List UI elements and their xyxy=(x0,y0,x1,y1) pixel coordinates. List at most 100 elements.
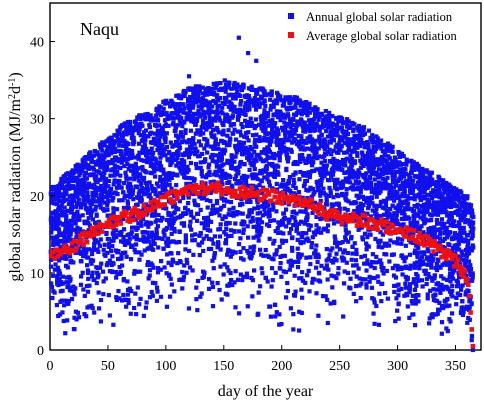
annual-point xyxy=(48,257,54,262)
annual-point xyxy=(120,263,125,268)
annual-point xyxy=(68,184,73,189)
annual-point xyxy=(373,208,378,213)
annual-point xyxy=(383,204,389,209)
annual-point xyxy=(69,244,74,249)
annual-point xyxy=(63,239,68,245)
annual-point xyxy=(148,243,154,248)
annual-point xyxy=(195,149,200,154)
annual-point xyxy=(73,189,78,195)
annual-point xyxy=(246,250,251,255)
annual-point xyxy=(451,236,456,241)
annual-point xyxy=(115,191,120,197)
annual-point xyxy=(248,160,253,165)
annual-point xyxy=(306,188,311,193)
annual-point xyxy=(283,189,288,194)
annual-point xyxy=(277,322,282,327)
annual-point xyxy=(117,296,122,301)
annual-point xyxy=(345,250,350,256)
annual-point xyxy=(285,288,291,294)
annual-point xyxy=(297,157,303,162)
annual-point xyxy=(91,172,96,177)
annual-point xyxy=(232,106,237,111)
annual-point xyxy=(308,261,313,267)
annual-point xyxy=(438,178,443,183)
annual-point xyxy=(245,189,251,194)
annual-point xyxy=(346,137,352,142)
annual-point xyxy=(126,300,131,306)
annual-point xyxy=(410,190,415,195)
annual-point xyxy=(222,101,227,107)
annual-point xyxy=(266,209,271,215)
annual-point xyxy=(279,321,284,327)
annual-point xyxy=(380,176,385,181)
annual-point xyxy=(401,222,406,227)
annual-point xyxy=(273,314,278,319)
annual-point xyxy=(175,123,180,128)
annual-point xyxy=(215,142,221,147)
annual-point xyxy=(222,230,227,235)
annual-point xyxy=(180,269,185,275)
annual-point xyxy=(211,211,217,216)
annual-point xyxy=(153,157,158,162)
annual-point xyxy=(257,138,262,143)
annual-point xyxy=(264,151,269,156)
annual-point xyxy=(416,181,421,187)
annual-point xyxy=(340,157,346,163)
annual-point xyxy=(60,231,65,236)
annual-point xyxy=(454,242,459,248)
annual-point xyxy=(107,258,112,263)
annual-point xyxy=(291,312,296,317)
annual-point xyxy=(325,320,330,326)
annual-point xyxy=(337,206,342,211)
annual-point xyxy=(159,125,165,130)
annual-point xyxy=(459,235,464,241)
annual-point xyxy=(378,230,383,235)
annual-point xyxy=(387,156,392,161)
annual-point xyxy=(445,277,450,283)
annual-point xyxy=(130,132,135,137)
annual-point xyxy=(358,203,363,208)
annual-point xyxy=(353,209,358,214)
annual-point xyxy=(346,230,351,235)
annual-point xyxy=(449,190,454,195)
annual-point xyxy=(333,163,338,168)
annual-point xyxy=(209,246,214,252)
annual-point xyxy=(452,268,457,273)
annual-point xyxy=(81,254,86,259)
annual-point xyxy=(339,144,344,149)
annual-point xyxy=(461,253,466,258)
annual-point xyxy=(321,186,326,191)
annual-point xyxy=(301,240,306,245)
annual-point xyxy=(178,260,183,265)
annual-point xyxy=(407,252,413,257)
annual-point xyxy=(282,215,287,221)
annual-point xyxy=(218,222,223,227)
annual-point xyxy=(249,254,254,259)
annual-point xyxy=(164,144,170,150)
annual-point xyxy=(248,219,253,224)
annual-point xyxy=(405,276,410,281)
annual-point xyxy=(210,155,215,160)
annual-point xyxy=(260,159,265,164)
annual-point xyxy=(302,147,307,152)
annual-point xyxy=(124,125,129,131)
annual-point xyxy=(227,207,232,212)
annual-point xyxy=(397,151,402,156)
annual-point xyxy=(298,169,303,175)
annual-point xyxy=(444,304,450,309)
annual-point xyxy=(91,182,97,188)
annual-point xyxy=(299,310,304,316)
annual-point xyxy=(164,182,170,188)
annual-point xyxy=(146,204,151,209)
annual-point xyxy=(388,214,393,219)
annual-point xyxy=(94,193,99,198)
annual-point xyxy=(188,209,194,214)
annual-point xyxy=(409,298,414,304)
annual-point xyxy=(331,202,336,208)
annual-point xyxy=(341,314,346,319)
annual-point xyxy=(330,132,335,137)
annual-point xyxy=(341,193,346,198)
annual-point xyxy=(95,265,101,270)
annual-point xyxy=(374,206,379,211)
annual-point xyxy=(310,148,315,153)
